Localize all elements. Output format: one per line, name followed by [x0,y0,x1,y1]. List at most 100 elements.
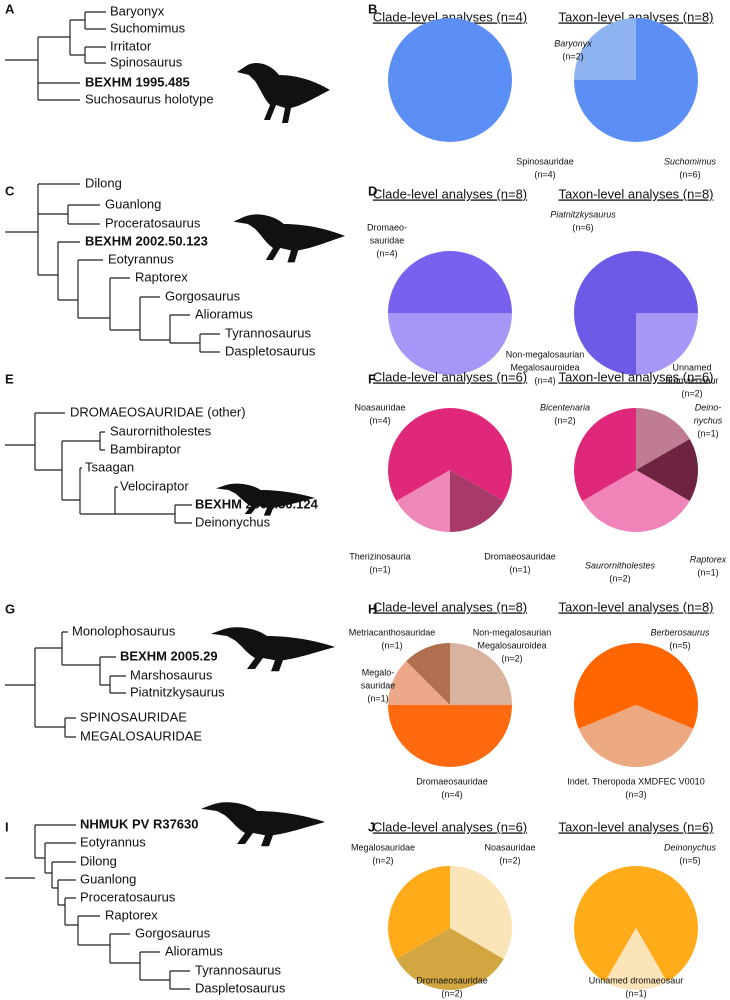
panel-letter: B [368,1,377,16]
pie-slice [574,251,698,375]
chart-title: Taxon-level analyses (n=8) [559,186,714,201]
leaf-label: Piatnitzkysaurus [130,684,225,699]
leaf-label: Tyrannosaurus [195,962,281,977]
leaf-label: Eotyrannus [80,834,146,849]
panel-letter: C [5,183,15,198]
cladogram-e [5,412,192,524]
leaf-label: Suchosaurus holotype [85,91,214,106]
pie-slice [574,18,636,80]
pie-slice [396,470,450,532]
slice-label: Non-megalosaurian [506,349,585,359]
slice-count: (n=1) [625,988,646,998]
leaf-label: Saurornitholestes [110,423,212,438]
slice-label: sauridae [370,235,405,245]
pie-slice [388,705,512,767]
panel-letter: E [5,371,14,386]
pie-slice [636,408,690,470]
pie-slice [450,470,504,532]
pie-slice [450,866,512,959]
cladogram-c [5,183,220,353]
leaf-label: Dilong [80,853,117,868]
silhouette [237,63,330,123]
leaf-label: Guanlong [105,196,161,211]
leaf-label: BEXHM 1995.485 [85,74,190,89]
panel-letter: D [368,183,377,198]
pie-slice [450,643,512,705]
pie-chart: Taxon-level analyses (n=6) Deinonychus (n=… [559,819,717,998]
slice-label: Bicentenaria [540,402,590,412]
chart-title: Taxon-level analyses (n=6) [559,369,714,384]
leaf-label: BEXHM 2002.50.124 [195,496,319,511]
chart-title: Clade-level analyses (n=8) [373,599,527,614]
pie-slice [574,866,698,982]
slice-label: Dromaeo- [367,222,407,232]
leaf-label: Gorgosaurus [135,925,211,940]
leaf-label: Baryonyx [110,3,165,18]
silhouettes [201,63,345,847]
pie-slice [388,251,512,313]
slice-count: (n=2) [609,573,630,583]
slice-count: (n=5) [679,855,700,865]
slice-count: (n=2) [499,855,520,865]
slice-label: Megalo- [362,667,395,677]
chart-title: Taxon-level analyses (n=6) [559,819,714,834]
slice-count: (n=2) [554,415,575,425]
pie-slice [388,865,450,959]
leaf-label: Eotyrannus [108,251,174,266]
panel-letters: A B C D E F G H I J [5,1,377,834]
leaf-label: Daspletosaurus [195,980,286,995]
slice-label: Megalosauridae [351,842,415,852]
cladogram-g [5,631,126,738]
slice-count: (n=4) [534,375,555,385]
slice-label: Unnamed dromaeosaur [589,975,684,985]
slice-label: Berberosaurus [650,627,710,637]
silhouette [211,627,335,672]
leaf-label: Proceratosaurus [105,215,201,230]
slice-label: Megalosauroidea [477,640,546,650]
slice-count: (n=1) [381,640,402,650]
slice-label: Deinonychus [664,842,717,852]
leaf-label: Tsaagan [85,459,134,474]
pie-chart: Clade-level analyses (n=6) Therizinosauri… [349,369,556,574]
slice-label: Unnamed [672,362,711,372]
pie-charts: Clade-level analyses (n=4) Spinosauridae (… [349,9,727,998]
slice-count: (n=2) [681,388,702,398]
panel-letter: I [5,819,9,834]
chart-title: Clade-level analyses (n=6) [373,819,527,834]
leaf-label: Deinonychus [195,514,271,529]
slice-count: (n=1) [509,564,530,574]
pie-slice [578,705,694,767]
slice-count: (n=1) [697,428,718,438]
pie-slice [636,439,698,501]
slice-label: Dromaeosauridae [484,551,556,561]
slice-count: (n=1) [697,567,718,577]
cladograms [5,11,220,990]
chart-title: Clade-level analyses (n=6) [373,369,527,384]
slice-label: Noasauridae [354,402,405,412]
slice-label: Indet. Theropoda XMDFEC V0010 [567,776,704,786]
pie-chart: Taxon-level analyses (n=8) Unnamed dromaeo… [550,186,718,398]
slice-label: sauridae [361,680,396,690]
pie-slice [388,407,512,501]
pie-slice [388,18,512,142]
leaf-label: Proceratosaurus [80,889,176,904]
leaf-label: Daspletosaurus [225,343,316,358]
pie-chart: Clade-level analyses (n=4) Spinosauridae (… [373,9,574,179]
cladogram-i [5,824,190,990]
slice-count: (n=2) [372,855,393,865]
chart-title: Taxon-level analyses (n=8) [559,599,714,614]
slice-count: (n=2) [441,988,462,998]
leaf-label: BEXHM 2002.50.123 [85,233,208,248]
leaf-label: NHMUK PV R37630 [80,816,199,831]
leaf-label: Alioramus [195,306,253,321]
leaf-label: Velociraptor [120,478,189,493]
leaf-label: Marshosaurus [130,667,213,682]
leaf-label: Irritator [110,38,152,53]
leaf-label: Guanlong [80,871,136,886]
leaf-label: Bambiraptor [110,441,181,456]
pie-chart: Taxon-level analyses (n=8) Suchomimus (n=6… [554,9,716,179]
slice-label: Non-megalosaurian [473,627,552,637]
slice-label: Saurornitholestes [585,560,656,570]
pie-chart: Taxon-level analyses (n=6) Deino-nychus (n… [540,369,727,583]
leaf-label: Raptorex [105,907,158,922]
